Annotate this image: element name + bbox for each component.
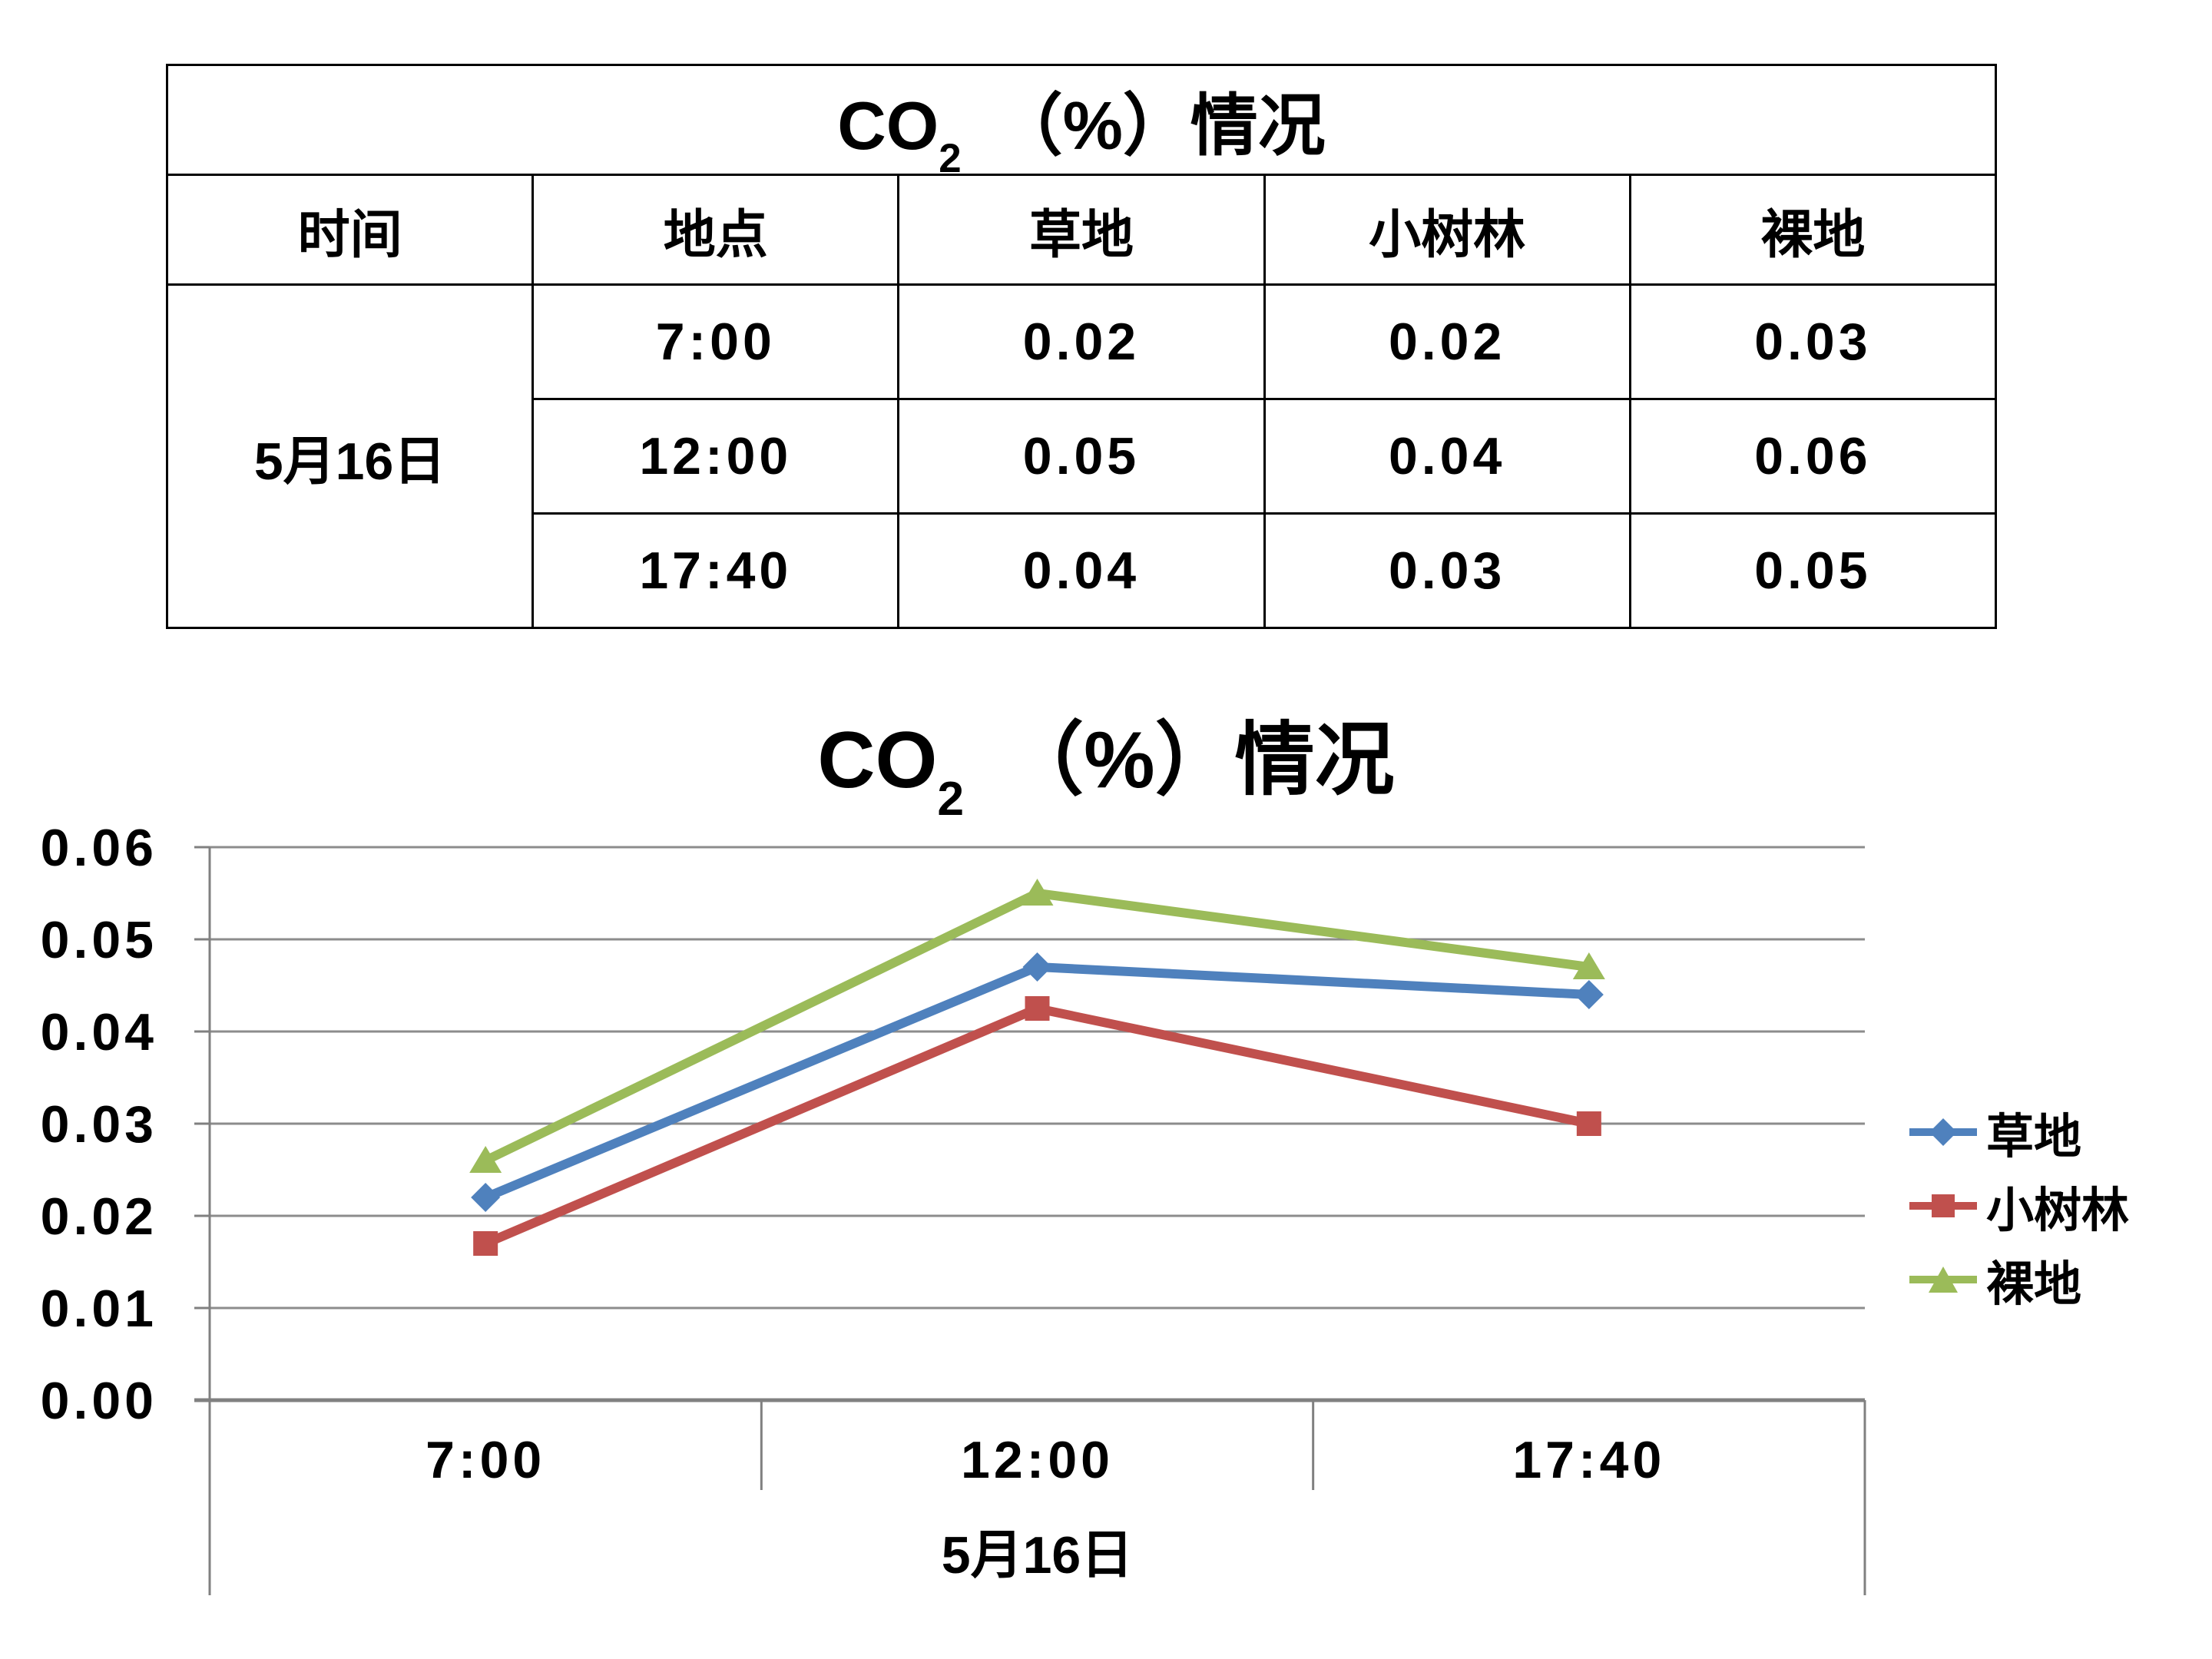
legend-triangle-luodi: [1929, 1267, 1958, 1293]
header-bareland: 裸地: [1628, 174, 1998, 286]
cell-grassland-2: 0.04: [897, 512, 1266, 629]
cell-time-1: 12:00: [531, 398, 900, 515]
header-grove: 小树林: [1263, 174, 1631, 286]
marker-caodi-0: [471, 1183, 501, 1212]
legend-item-caodi: 草地: [1908, 1103, 2129, 1164]
x-category-label-1: 12:00: [961, 1431, 1114, 1489]
cell-grove-1: 0.04: [1263, 398, 1631, 515]
chart-legend: 草地 小树林 裸地: [1908, 1103, 2129, 1311]
cell-grassland-1: 0.05: [897, 398, 1266, 515]
cell-bareland-1: 0.06: [1628, 398, 1998, 515]
y-tick-label-0.01: 0.01: [41, 1280, 157, 1338]
series-line-luodi: [481, 889, 1594, 1165]
marker-luodi-2: [1572, 952, 1605, 979]
y-tick-label-0.05: 0.05: [41, 911, 157, 969]
x-group-label: 5月16日: [942, 1526, 1133, 1584]
legend-marker-triangle-icon: [1909, 1267, 1977, 1293]
marker-caodi-1: [1022, 952, 1052, 982]
legend-square-xiaoshulin: [1932, 1194, 1955, 1217]
co2-line-chart: 0.00 0.01 0.02 0.03 0.04 0.05 0.06 7:00 12:00 17:…: [41, 819, 1866, 1595]
cell-time-2: 17:40: [531, 512, 900, 629]
y-tick-label-0.00: 0.00: [41, 1372, 157, 1430]
header-time: 时间: [165, 174, 535, 286]
chart-title: CO2 （%）情况: [817, 716, 1395, 826]
cell-grove-0: 0.02: [1263, 283, 1631, 400]
y-tick-label-0.02: 0.02: [41, 1187, 157, 1246]
y-tick-label-0.06: 0.06: [41, 819, 157, 877]
marker-xiaoshulin-2: [1576, 1111, 1601, 1136]
legend-marker-square-icon: [1909, 1194, 1977, 1217]
cell-bareland-2: 0.05: [1628, 512, 1998, 629]
header-grassland: 草地: [897, 174, 1266, 286]
x-category-label-0: 7:00: [426, 1431, 545, 1489]
legend-label-xiaoshulin: 小树林: [1986, 1184, 2130, 1237]
legend-label-caodi: 草地: [1986, 1111, 2082, 1164]
legend-label-luodi: 裸地: [1986, 1258, 2082, 1311]
marker-xiaoshulin-1: [1025, 996, 1050, 1021]
legend-diamond-caodi: [1929, 1118, 1957, 1146]
cell-time-0: 7:00: [531, 283, 900, 400]
cell-bareland-0: 0.03: [1628, 283, 1998, 400]
y-tick-label-0.03: 0.03: [41, 1095, 157, 1154]
cell-grassland-0: 0.02: [897, 283, 1266, 400]
co2-data-table: CO2 （%）情况 时间 地点 草地 小树林 裸地 5月16日 7:00 0.0…: [165, 64, 1998, 629]
cell-grove-2: 0.03: [1263, 512, 1631, 629]
marker-xiaoshulin-0: [473, 1231, 498, 1256]
cell-date-group: 5月16日: [165, 283, 535, 629]
x-category-label-2: 17:40: [1512, 1431, 1665, 1489]
legend-item-luodi: 裸地: [1908, 1250, 2129, 1311]
marker-luodi-1: [1021, 879, 1054, 906]
table-title: CO2 （%）情况: [166, 64, 1997, 179]
marker-luodi-0: [469, 1146, 502, 1173]
marker-caodi-2: [1574, 980, 1604, 1009]
legend-item-xiaoshulin: 小树林: [1908, 1177, 2129, 1237]
legend-marker-diamond-icon: [1909, 1118, 1977, 1146]
y-tick-label-0.04: 0.04: [41, 1003, 157, 1061]
header-location: 地点: [531, 174, 900, 286]
